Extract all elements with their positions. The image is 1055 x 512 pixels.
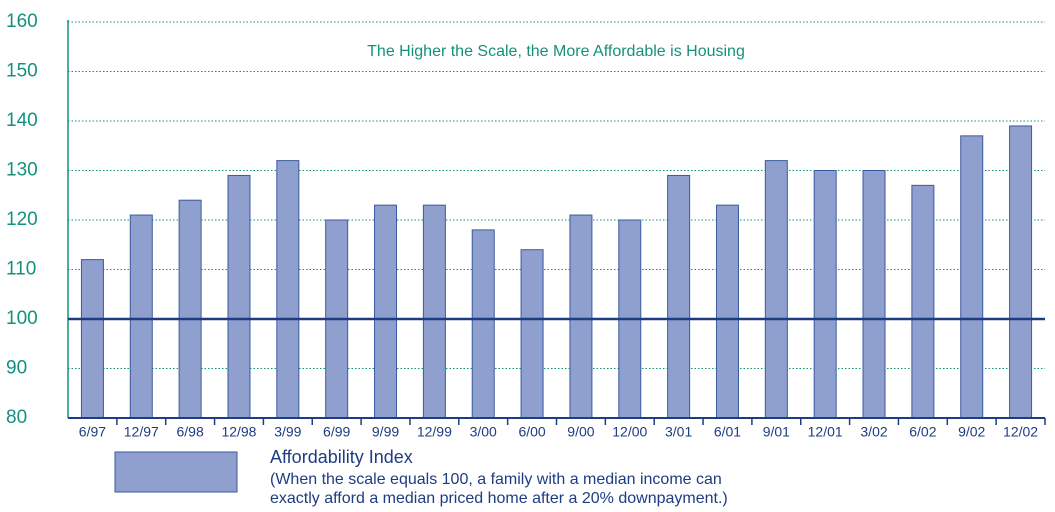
legend-swatch	[114, 451, 238, 493]
x-tick-label: 12/00	[612, 424, 647, 440]
bar	[1009, 125, 1033, 419]
bar	[178, 199, 202, 419]
x-tick-label: 12/02	[1003, 424, 1038, 440]
y-tick-label: 140	[6, 110, 38, 131]
bar	[862, 170, 886, 419]
x-tick-label: 3/00	[470, 424, 497, 440]
bar	[667, 174, 691, 419]
bar	[715, 204, 739, 419]
x-tick-label: 9/99	[372, 424, 399, 440]
y-tick-label: 120	[6, 209, 38, 230]
y-tick-label: 150	[6, 61, 38, 82]
bar	[520, 249, 544, 419]
x-tick-label: 12/01	[808, 424, 843, 440]
y-tick-label: 130	[6, 160, 38, 181]
x-tick-label: 6/99	[323, 424, 350, 440]
x-tick-label: 12/98	[221, 424, 256, 440]
x-tick-label: 9/01	[763, 424, 790, 440]
bar	[80, 259, 104, 419]
x-tick-label: 6/97	[79, 424, 106, 440]
bar	[960, 135, 984, 419]
bar	[227, 174, 251, 419]
bar	[569, 214, 593, 419]
legend-note: exactly afford a median priced home afte…	[270, 490, 728, 507]
bar	[813, 170, 837, 419]
bar	[422, 204, 446, 419]
y-tick-label: 90	[6, 358, 27, 379]
bar	[911, 184, 935, 419]
bar	[129, 214, 153, 419]
x-tick-label: 9/02	[958, 424, 985, 440]
annotation: The Higher the Scale, the More Affordabl…	[367, 43, 745, 60]
legend-label: Affordability Index	[270, 447, 413, 467]
y-tick-label: 160	[6, 11, 38, 32]
x-tick-label: 12/99	[417, 424, 452, 440]
x-tick-label: 3/99	[274, 424, 301, 440]
x-tick-label: 6/98	[177, 424, 204, 440]
bar	[276, 160, 300, 419]
x-tick-label: 12/97	[124, 424, 159, 440]
x-tick-label: 6/00	[518, 424, 545, 440]
x-tick-label: 6/01	[714, 424, 741, 440]
y-tick-label: 80	[6, 407, 27, 428]
bar	[764, 160, 788, 419]
y-tick-label: 110	[6, 259, 36, 280]
x-tick-label: 9/00	[567, 424, 594, 440]
bar	[471, 229, 495, 419]
legend-note: (When the scale equals 100, a family wit…	[270, 471, 722, 488]
y-tick-label: 100	[6, 308, 38, 329]
x-tick-label: 6/02	[909, 424, 936, 440]
bar	[374, 204, 398, 419]
x-tick-label: 3/01	[665, 424, 692, 440]
x-tick-label: 3/02	[860, 424, 887, 440]
